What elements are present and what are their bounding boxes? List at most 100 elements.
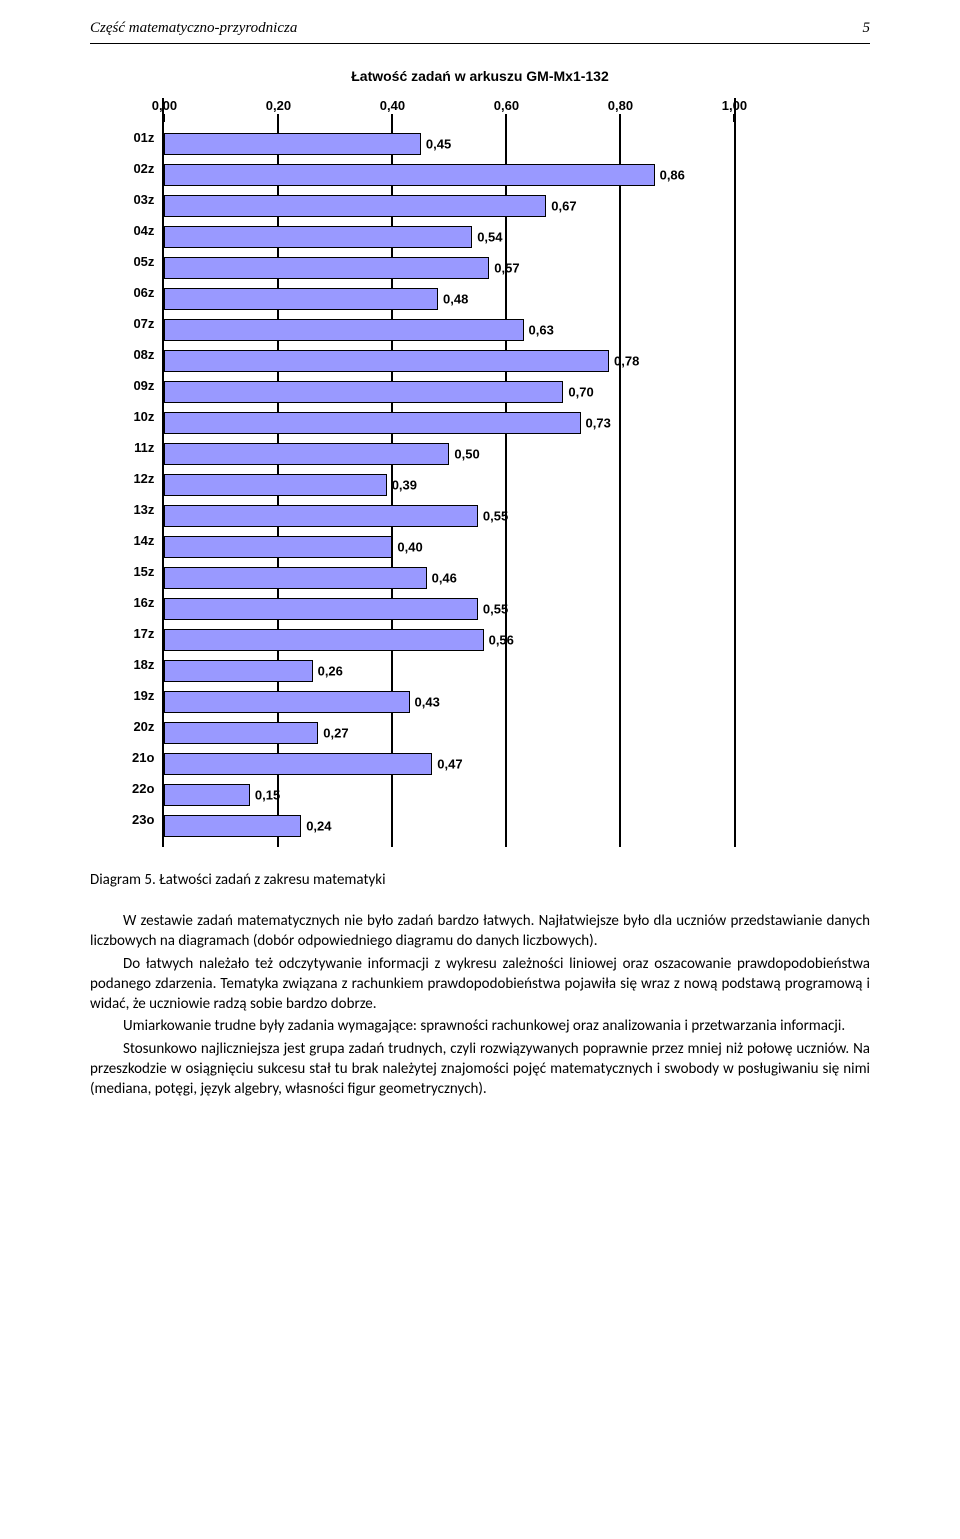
bar-row: 0,48: [164, 283, 734, 314]
y-axis-label: 13z: [132, 494, 162, 525]
bar: 0,54: [164, 226, 472, 248]
y-axis-label: 03z: [132, 184, 162, 215]
bar-value-label: 0,54: [477, 229, 502, 244]
x-tick: [733, 114, 735, 122]
y-axis-label: 19z: [132, 680, 162, 711]
bar: 0,27: [164, 722, 318, 744]
bar: 0,40: [164, 536, 392, 558]
bar-value-label: 0,78: [614, 353, 639, 368]
x-tick-label: 0,80: [608, 98, 633, 113]
paragraph: Do łatwych należało też odczytywanie inf…: [90, 954, 870, 1015]
x-tick-label: 1,00: [722, 98, 747, 113]
bar-value-label: 0,73: [586, 415, 611, 430]
bar-value-label: 0,48: [443, 291, 468, 306]
bar-row: 0,54: [164, 221, 734, 252]
bar-row: 0,86: [164, 159, 734, 190]
header-title: Część matematyczno-przyrodnicza: [90, 20, 297, 37]
header-rule: [90, 43, 870, 44]
y-axis-label: 01z: [132, 122, 162, 153]
y-axis-label: 17z: [132, 618, 162, 649]
bar-row: 0,24: [164, 810, 734, 841]
y-axis-label: 11z: [132, 432, 162, 463]
page-number: 5: [863, 20, 871, 37]
bar-value-label: 0,63: [529, 322, 554, 337]
bar: 0,67: [164, 195, 546, 217]
y-axis-label: 14z: [132, 525, 162, 556]
bar: 0,73: [164, 412, 580, 434]
x-tick-label: 0,00: [152, 98, 177, 113]
bar: 0,57: [164, 257, 489, 279]
y-axis-label: 04z: [132, 215, 162, 246]
paragraph: W zestawie zadań matematycznych nie było…: [90, 911, 870, 952]
bar-row: 0,47: [164, 748, 734, 779]
bar-value-label: 0,45: [426, 136, 451, 151]
y-axis-label: 09z: [132, 370, 162, 401]
bar: 0,15: [164, 784, 250, 806]
bar-value-label: 0,56: [489, 632, 514, 647]
bar: 0,55: [164, 598, 478, 620]
bar-row: 0,15: [164, 779, 734, 810]
y-axis-label: 07z: [132, 308, 162, 339]
bar: 0,47: [164, 753, 432, 775]
bar: 0,48: [164, 288, 438, 310]
bar-row: 0,63: [164, 314, 734, 345]
bar-value-label: 0,46: [432, 570, 457, 585]
bar: 0,78: [164, 350, 609, 372]
chart-caption: Diagram 5. Łatwości zadań z zakresu mate…: [90, 871, 870, 889]
bar-row: 0,57: [164, 252, 734, 283]
bar-row: 0,40: [164, 531, 734, 562]
x-tick-label: 0,20: [266, 98, 291, 113]
bar: 0,45: [164, 133, 421, 155]
chart-title: Łatwość zadań w arkuszu GM-Mx1-132: [90, 68, 870, 84]
y-axis-label: 12z: [132, 463, 162, 494]
bar-value-label: 0,15: [255, 787, 280, 802]
y-axis-label: 02z: [132, 153, 162, 184]
bar: 0,56: [164, 629, 483, 651]
bar-row: 0,56: [164, 624, 734, 655]
bar: 0,39: [164, 474, 386, 496]
x-tick: [505, 114, 507, 122]
plot-area: 0,45 0,86 0,67 0,54 0,57 0,48 0,63 0,78 0,70 0,73…: [162, 122, 736, 847]
bar-row: 0,45: [164, 128, 734, 159]
paragraph: Stosunkowo najliczniejsza jest grupa zad…: [90, 1039, 870, 1100]
x-tick: [277, 114, 279, 122]
x-tick: [163, 114, 165, 122]
bar-value-label: 0,70: [568, 384, 593, 399]
y-axis-label: 10z: [132, 401, 162, 432]
bar: 0,43: [164, 691, 409, 713]
paragraph: Umiarkowanie trudne były zadania wymagaj…: [90, 1016, 870, 1036]
bar-chart: 01z02z03z04z05z06z07z08z09z10z11z12z13z1…: [132, 98, 870, 847]
x-tick-label: 0,40: [380, 98, 405, 113]
bar-value-label: 0,24: [306, 818, 331, 833]
bar: 0,63: [164, 319, 523, 341]
bar-value-label: 0,39: [392, 477, 417, 492]
y-axis-label: 23o: [132, 804, 162, 835]
y-axis-label: 21o: [132, 742, 162, 773]
bar-value-label: 0,86: [660, 167, 685, 182]
bar-row: 0,27: [164, 717, 734, 748]
y-axis-label: 16z: [132, 587, 162, 618]
bar: 0,55: [164, 505, 478, 527]
bar: 0,24: [164, 815, 301, 837]
bar: 0,86: [164, 164, 654, 186]
bar: 0,70: [164, 381, 563, 403]
x-tick: [619, 114, 621, 122]
bar-value-label: 0,67: [551, 198, 576, 213]
bar-value-label: 0,27: [323, 725, 348, 740]
bar-value-label: 0,43: [415, 694, 440, 709]
chart-body: 0,000,200,400,600,801,00 0,450,860,670,5…: [162, 98, 736, 847]
y-axis-label: 05z: [132, 246, 162, 277]
bar-row: 0,67: [164, 190, 734, 221]
y-axis-label: 20z: [132, 711, 162, 742]
x-tick-label: 0,60: [494, 98, 519, 113]
page-header: Część matematyczno-przyrodnicza 5: [90, 20, 870, 37]
bar-value-label: 0,40: [397, 539, 422, 554]
bar-value-label: 0,50: [454, 446, 479, 461]
y-axis-label: 22o: [132, 773, 162, 804]
bar-row: 0,26: [164, 655, 734, 686]
bar-row: 0,43: [164, 686, 734, 717]
bar-row: 0,50: [164, 438, 734, 469]
bar-value-label: 0,26: [318, 663, 343, 678]
page: { "header": { "left": "Część matematyczn…: [0, 0, 960, 1141]
body-text: W zestawie zadań matematycznych nie było…: [90, 911, 870, 1099]
